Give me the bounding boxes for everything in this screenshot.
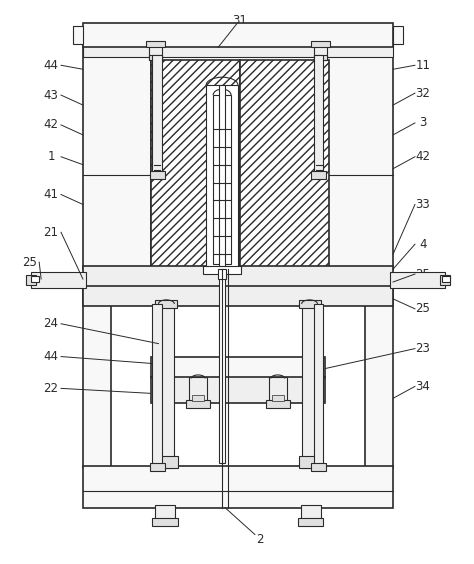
Bar <box>151 377 326 403</box>
Bar <box>298 518 323 526</box>
Bar <box>240 60 329 269</box>
Bar <box>155 505 175 523</box>
Text: 42: 42 <box>415 150 430 163</box>
Bar <box>186 400 210 408</box>
Text: 34: 34 <box>416 380 430 393</box>
Bar <box>31 276 39 282</box>
Text: 21: 21 <box>44 226 59 239</box>
Bar <box>219 85 225 463</box>
Bar <box>313 304 323 468</box>
Bar <box>26 275 36 285</box>
Bar <box>148 55 163 60</box>
Bar <box>301 304 318 468</box>
Bar <box>73 25 83 45</box>
Bar <box>189 377 207 406</box>
Text: 41: 41 <box>44 188 59 201</box>
Bar <box>390 272 445 288</box>
Bar <box>153 304 163 468</box>
Text: 25: 25 <box>22 255 36 268</box>
Bar <box>155 456 178 468</box>
Bar <box>83 466 393 508</box>
Text: 3: 3 <box>419 116 427 129</box>
Bar <box>313 55 323 175</box>
Bar <box>272 395 284 402</box>
Text: 22: 22 <box>44 382 59 395</box>
Text: 2: 2 <box>256 533 264 546</box>
Bar <box>310 463 327 471</box>
Text: 11: 11 <box>415 59 430 72</box>
Bar <box>299 300 320 308</box>
Bar <box>83 42 393 58</box>
Bar <box>153 55 163 175</box>
Bar <box>192 395 204 402</box>
Bar <box>148 42 163 60</box>
Bar <box>301 505 320 523</box>
Bar <box>151 60 240 269</box>
Text: 42: 42 <box>44 118 59 131</box>
Bar <box>213 95 231 264</box>
Bar <box>365 284 393 468</box>
Bar <box>206 85 238 269</box>
Bar <box>269 377 287 406</box>
Text: 23: 23 <box>416 342 430 355</box>
Text: 4: 4 <box>419 237 427 251</box>
Bar <box>155 300 177 308</box>
Text: 43: 43 <box>44 89 58 102</box>
Text: 44: 44 <box>44 59 59 72</box>
Bar <box>442 276 450 282</box>
Bar <box>158 304 174 468</box>
Bar <box>83 266 393 286</box>
Bar <box>83 42 151 269</box>
Bar <box>440 275 450 285</box>
Bar <box>83 284 393 306</box>
Bar <box>218 269 226 279</box>
Bar <box>299 456 322 468</box>
Bar <box>310 41 330 47</box>
Text: 24: 24 <box>44 318 59 331</box>
Bar <box>203 266 241 274</box>
Bar <box>153 518 178 526</box>
Text: 1: 1 <box>47 150 55 163</box>
Text: 25: 25 <box>416 267 430 280</box>
Bar <box>83 23 393 47</box>
Bar <box>326 42 393 269</box>
Bar <box>151 356 326 378</box>
Text: 25: 25 <box>416 302 430 315</box>
Text: 32: 32 <box>416 87 430 100</box>
Text: 33: 33 <box>416 198 430 211</box>
Bar <box>149 463 165 471</box>
Text: 44: 44 <box>44 350 59 363</box>
Bar <box>266 400 290 408</box>
Bar <box>313 42 328 60</box>
Bar <box>31 272 86 288</box>
Bar <box>310 171 327 179</box>
Bar <box>146 41 165 47</box>
Bar <box>393 25 403 45</box>
Bar <box>313 55 328 60</box>
Text: 31: 31 <box>233 14 247 27</box>
Bar <box>83 284 111 468</box>
Bar <box>149 171 165 179</box>
